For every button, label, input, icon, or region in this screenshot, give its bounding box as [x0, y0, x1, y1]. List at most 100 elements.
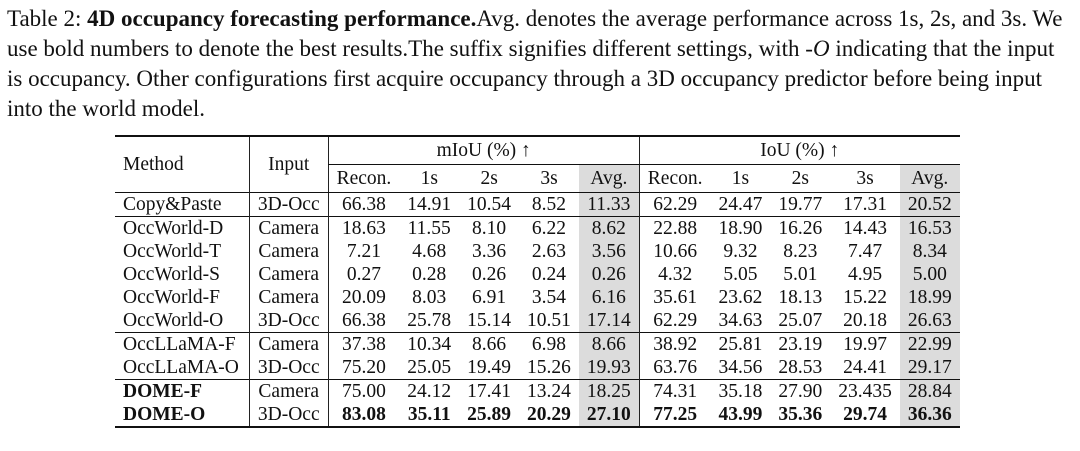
cell-method: OccLLaMA-O: [123, 357, 239, 378]
cell-iou-avg: 29.17: [899, 356, 960, 380]
table-row: OccWorld-S Camera 0.27 0.28 0.26 0.24 0.26 4.32…: [115, 263, 960, 286]
cell-miou-avg: 17.14: [578, 309, 640, 333]
cell-miou-recon: 75.20: [327, 356, 400, 380]
header-miou-avg: Avg.: [578, 164, 640, 193]
cell-iou-3s: 14.43: [830, 216, 900, 240]
table-row: DOME-O 3D-Occ 83.08 35.11 25.89 20.29 27.10 77.…: [115, 403, 960, 428]
cell-miou-recon: 20.09: [327, 286, 400, 309]
table-row: OccLLaMA-O 3D-Occ 75.20 25.05 19.49 15.26 19.9…: [115, 356, 960, 380]
results-table-container: Method Input mIoU (%) ↑ IoU (%) ↑ Recon.…: [115, 135, 960, 428]
table-row: OccWorld-O 3D-Occ 66.38 25.78 15.14 10.51 17.1…: [115, 309, 960, 333]
cell-iou-avg: 26.63: [899, 309, 960, 333]
cell-method: DOME-F: [115, 379, 250, 403]
cell-method: OccWorld-D: [115, 216, 250, 240]
cell-iou-3s: 24.41: [843, 357, 887, 378]
cell-method: OccWorld-S: [123, 264, 220, 285]
cell-input: 3D-Occ: [248, 192, 329, 217]
cell-miou-1s: 25.05: [407, 357, 452, 378]
cell-miou-avg: 27.10: [578, 403, 640, 428]
results-table: Method Input mIoU (%) ↑ IoU (%) ↑ Recon.…: [115, 135, 960, 428]
cell-input: 3D-Occ: [248, 403, 329, 428]
cell-method: DOME-O: [115, 403, 250, 428]
cell-method: Copy&Paste: [115, 192, 250, 217]
cell-iou-2s: 27.90: [770, 379, 831, 403]
cell-miou-2s: 15.14: [467, 310, 512, 331]
cell-miou-2s: 10.54: [459, 192, 520, 217]
cell-miou-avg: 0.26: [578, 263, 640, 286]
cell-miou-1s: 4.68: [412, 241, 447, 262]
cell-iou-recon: 35.61: [638, 286, 711, 309]
header-iou-3s: 3s: [830, 164, 900, 193]
cell-miou-3s: 6.98: [519, 332, 579, 356]
cell-method: OccWorld-T: [123, 241, 222, 262]
header-miou-group: mIoU (%) ↑: [327, 135, 640, 165]
header-miou-3s: 3s: [519, 164, 579, 193]
cell-miou-3s: 15.26: [527, 357, 571, 378]
cell-iou-3s: 19.97: [830, 332, 900, 356]
cell-miou-3s: 0.24: [531, 264, 567, 285]
table-caption: Table 2: 4D occupancy forecasting perfor…: [7, 4, 1073, 124]
cell-iou-1s: 5.05: [723, 264, 758, 285]
cell-iou-recon: 38.92: [638, 332, 711, 356]
cell-miou-2s: 17.41: [459, 379, 520, 403]
cell-miou-1s: 8.03: [412, 287, 447, 308]
cell-iou-avg: 16.53: [899, 216, 960, 240]
cell-iou-recon: 4.32: [638, 263, 711, 286]
cell-miou-recon: 75.00: [327, 379, 400, 403]
caption-text: Table 2: 4D occupancy forecasting perfor…: [7, 4, 1073, 124]
cell-input: Camera: [248, 216, 329, 240]
table-row: DOME-F Camera 75.00 24.12 17.41 13.24 18.25 74.…: [115, 379, 960, 403]
cell-iou-1s: 34.63: [718, 310, 763, 331]
cell-miou-1s: 14.91: [399, 192, 460, 217]
cell-miou-1s: 25.78: [407, 310, 452, 331]
cell-miou-2s: 8.10: [459, 216, 520, 240]
cell-miou-avg: 6.16: [578, 286, 640, 309]
cell-miou-2s: 0.26: [472, 264, 507, 285]
table-header-row-1: Method Input mIoU (%) ↑ IoU (%) ↑: [115, 135, 960, 193]
cell-miou-1s: 11.55: [399, 216, 460, 240]
caption-label: Table 2:: [7, 6, 88, 31]
cell-iou-avg: 20.52: [899, 192, 960, 217]
cell-miou-3s: 6.22: [519, 216, 579, 240]
cell-iou-1s: 23.62: [718, 287, 763, 308]
table-row: OccWorld-D Camera 18.63 11.55 8.10 6.22 8.62 22…: [115, 216, 960, 240]
cell-miou-avg: 11.33: [578, 192, 640, 217]
cell-iou-recon: 62.29: [638, 192, 711, 217]
cell-iou-avg: 22.99: [899, 332, 960, 356]
cell-miou-3s: 10.51: [527, 310, 571, 331]
cell-iou-1s: 35.18: [710, 379, 771, 403]
header-iou-avg: Avg.: [899, 164, 960, 193]
header-method: Method: [115, 135, 250, 193]
cell-iou-1s: 25.81: [710, 332, 771, 356]
cell-miou-2s: 8.66: [459, 332, 520, 356]
cell-miou-recon: 83.08: [327, 403, 400, 428]
header-iou-recon: Recon.: [638, 164, 711, 193]
cell-iou-3s: 17.31: [830, 192, 900, 217]
cell-miou-avg: 3.56: [578, 240, 640, 263]
cell-miou-2s: 19.49: [467, 357, 512, 378]
cell-miou-1s: 10.34: [399, 332, 460, 356]
header-input: Input: [248, 135, 329, 193]
cell-iou-avg: 5.00: [899, 263, 960, 286]
cell-iou-3s: 29.74: [830, 403, 900, 428]
cell-iou-3s: 20.18: [843, 310, 887, 331]
cell-input: Camera: [248, 379, 329, 403]
cell-iou-2s: 23.19: [770, 332, 831, 356]
cell-input: Camera: [248, 332, 329, 356]
cell-miou-recon: 66.38: [327, 192, 400, 217]
header-miou-1s: 1s: [399, 164, 460, 193]
cell-iou-2s: 19.77: [770, 192, 831, 217]
cell-miou-3s: 2.63: [531, 241, 567, 262]
cell-miou-recon: 7.21: [327, 240, 400, 263]
cell-iou-avg: 36.36: [899, 403, 960, 428]
cell-iou-recon: 22.88: [638, 216, 711, 240]
cell-iou-recon: 63.76: [638, 356, 711, 380]
cell-iou-avg: 8.34: [899, 240, 960, 263]
cell-iou-3s: 23.435: [830, 379, 900, 403]
cell-iou-3s: 7.47: [848, 241, 883, 262]
cell-input: Camera: [248, 263, 329, 286]
cell-miou-recon: 0.27: [327, 263, 400, 286]
cell-miou-recon: 66.38: [327, 309, 400, 333]
cell-miou-1s: 0.28: [412, 264, 447, 285]
header-iou-group: IoU (%) ↑: [638, 135, 960, 165]
